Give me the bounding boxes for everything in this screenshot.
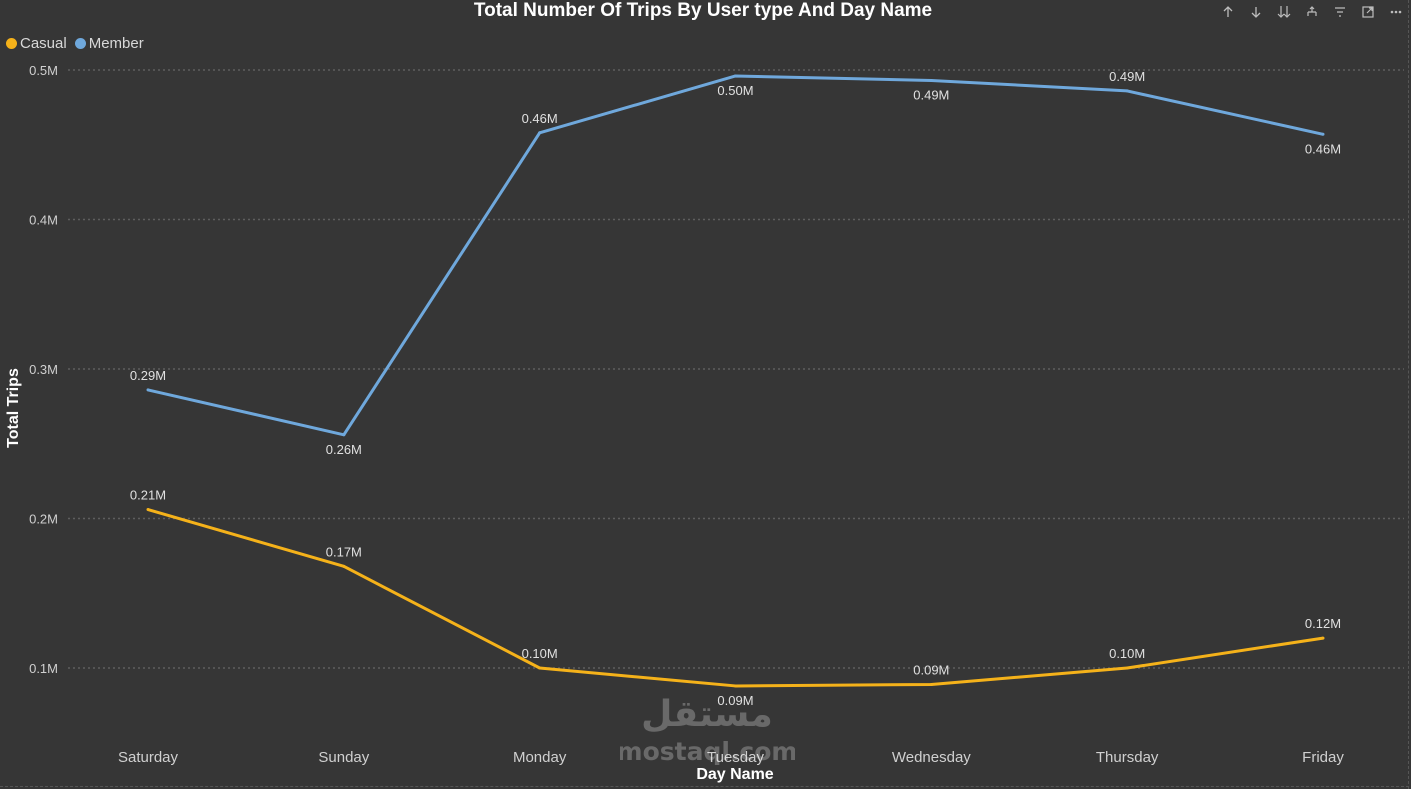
series-line-member: [147, 74, 1324, 437]
visual-toolbar: [1219, 3, 1405, 21]
legend-swatch-casual: [6, 38, 17, 49]
x-tick-label: Thursday: [1096, 749, 1159, 766]
legend-label-member: Member: [88, 35, 144, 52]
arrow-up-icon[interactable]: [1219, 3, 1237, 21]
data-label-member: 0.49M: [1109, 69, 1145, 84]
data-label-member: 0.50M: [717, 83, 753, 98]
chart-legend: Casual Member: [6, 35, 144, 52]
visual-border-bottom: [0, 785, 1409, 787]
legend-label-casual: Casual: [20, 35, 67, 52]
data-point-member: [1125, 89, 1129, 93]
data-label-member: 0.46M: [1305, 141, 1341, 156]
arrow-down-icon[interactable]: [1247, 3, 1265, 21]
more-options-icon[interactable]: [1387, 3, 1405, 21]
data-point-member: [929, 78, 933, 82]
legend-item-casual[interactable]: Casual: [6, 35, 67, 52]
data-point-casual: [146, 508, 150, 512]
y-tick-label: 0.4M: [29, 213, 58, 228]
data-point-member: [146, 388, 150, 392]
expand-hierarchy-icon[interactable]: [1303, 3, 1321, 21]
data-label-casual: 0.09M: [717, 693, 753, 708]
data-point-member: [734, 74, 737, 78]
data-point-casual: [1321, 636, 1325, 640]
series-line-casual: [147, 508, 1324, 688]
data-label-casual: 0.10M: [522, 646, 558, 661]
filter-icon[interactable]: [1331, 3, 1349, 21]
data-point-casual: [734, 684, 737, 688]
data-point-member: [1321, 132, 1325, 136]
x-axis-title: Day Name: [696, 766, 774, 783]
x-tick-label: Monday: [513, 749, 567, 766]
chart-title: Total Number Of Trips By User type And D…: [473, 0, 933, 21]
data-label-casual: 0.21M: [130, 488, 166, 503]
data-point-casual: [1125, 666, 1129, 670]
double-arrow-down-icon[interactable]: [1275, 3, 1293, 21]
x-tick-label: Friday: [1302, 749, 1344, 766]
x-tick-label: Wednesday: [892, 749, 971, 766]
data-label-casual: 0.17M: [326, 544, 362, 559]
data-label-casual: 0.09M: [913, 662, 949, 677]
y-tick-label: 0.5M: [29, 63, 58, 78]
data-point-casual: [538, 666, 542, 670]
data-label-casual: 0.10M: [1109, 646, 1145, 661]
data-point-casual: [929, 682, 933, 686]
data-label-member: 0.46M: [522, 111, 558, 126]
y-tick-label: 0.2M: [29, 512, 58, 527]
visual-border-right: [1407, 0, 1409, 789]
data-label-casual: 0.12M: [1305, 616, 1341, 631]
y-tick-label: 0.3M: [29, 362, 58, 377]
focus-mode-icon[interactable]: [1359, 3, 1377, 21]
x-tick-label: Sunday: [318, 749, 369, 766]
data-label-member: 0.29M: [130, 368, 166, 383]
legend-item-member[interactable]: Member: [74, 35, 144, 52]
legend-swatch-member: [74, 38, 86, 49]
data-label-member: 0.26M: [326, 442, 362, 457]
data-point-casual: [342, 564, 346, 568]
data-point-member: [342, 433, 346, 437]
data-point-member: [538, 131, 542, 135]
data-label-member: 0.49M: [913, 87, 949, 102]
y-tick-label: 0.1M: [29, 661, 58, 676]
x-tick-label: Saturday: [118, 749, 179, 766]
x-tick-label: Tuesday: [707, 749, 764, 766]
